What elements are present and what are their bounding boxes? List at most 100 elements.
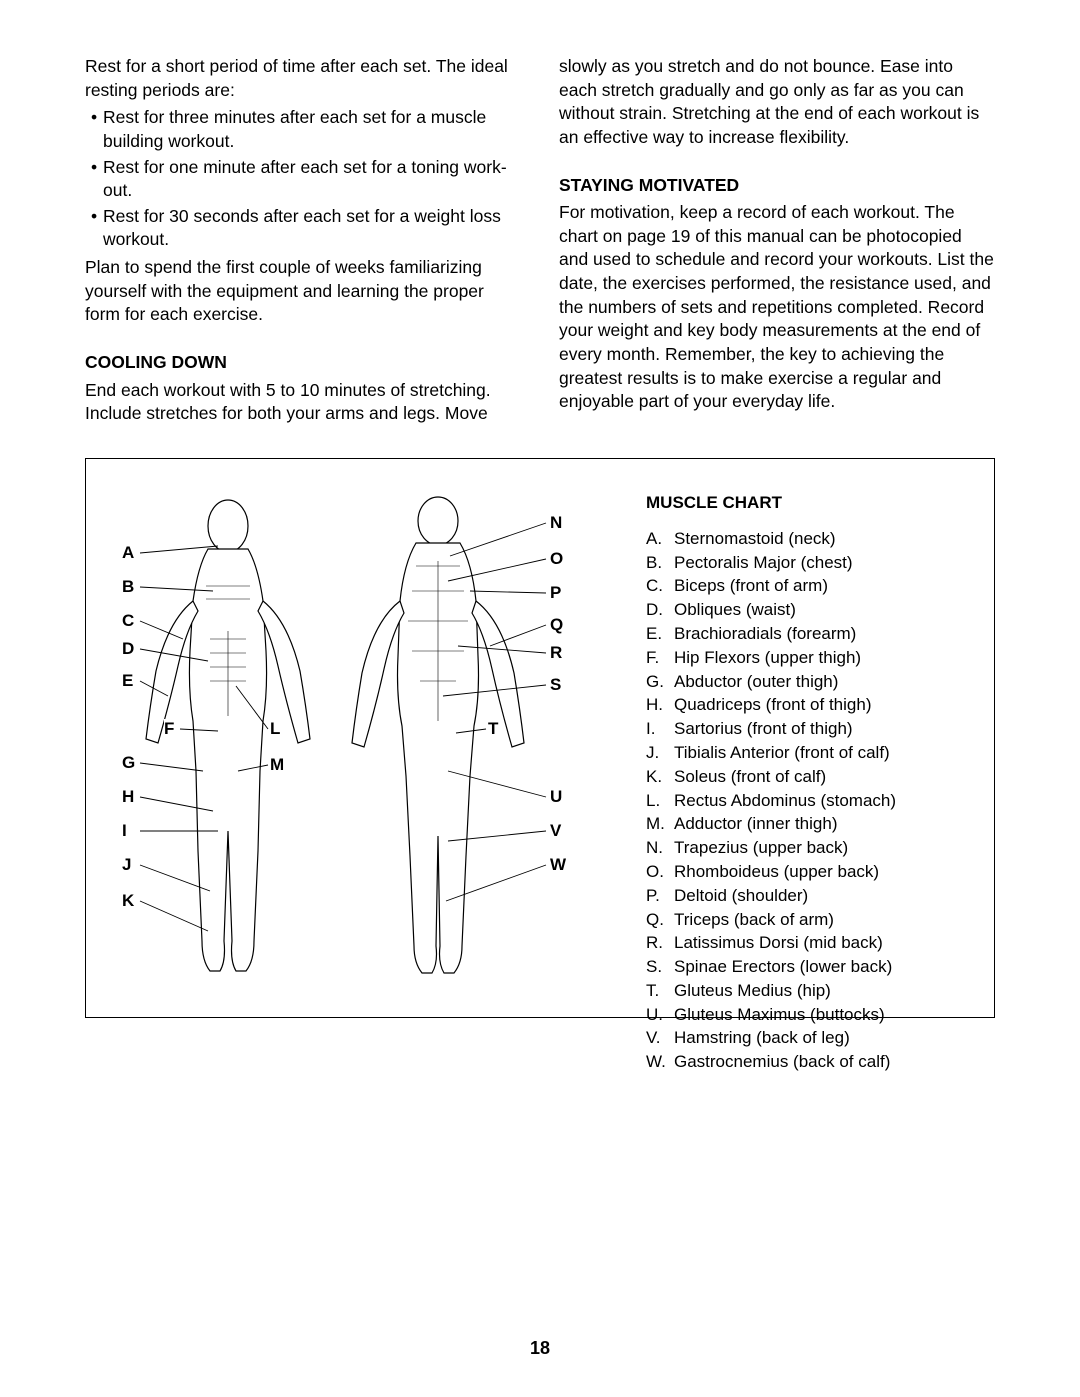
legend-name: Rectus Abdominus (stomach) [674,789,896,813]
legend-letter: M. [646,812,674,836]
legend-letter: K. [646,765,674,789]
muscle-legend-item: G.Abductor (outer thigh) [646,670,976,694]
legend-name: Gastrocnemius (back of calf) [674,1050,890,1074]
left-column: Rest for a short period of time after ea… [85,55,521,430]
muscle-chart-box: ABCDEFGHIJKLMNOPQRSTUVW MUSCLE CHART A.S… [85,458,995,1018]
muscle-legend-item: J.Tibialis Anterior (front of calf) [646,741,976,765]
rest-bullets: Rest for three minutes after each set fo… [85,106,521,252]
muscle-legend-item: F.Hip Flexors (upper thigh) [646,646,976,670]
rest-bullet: Rest for one minute after each set for a… [85,156,521,203]
legend-letter: D. [646,598,674,622]
legend-name: Pectoralis Major (chest) [674,551,853,575]
legend-letter: N. [646,836,674,860]
figure-letter-t: T [488,719,498,739]
muscle-legend-item: S.Spinae Erectors (lower back) [646,955,976,979]
page-number: 18 [0,1338,1080,1359]
rest-intro: Rest for a short period of time after ea… [85,55,521,102]
figure-letter-q: Q [550,615,563,635]
muscle-legend-item: Q.Triceps (back of arm) [646,908,976,932]
legend-letter: W. [646,1050,674,1074]
legend-letter: A. [646,527,674,551]
legend-name: Spinae Erectors (lower back) [674,955,892,979]
legend-name: Biceps (front of arm) [674,574,828,598]
muscle-legend-item: I.Sartorius (front of thigh) [646,717,976,741]
legend-name: Latissimus Dorsi (mid back) [674,931,883,955]
muscle-legend-item: A.Sternomastoid (neck) [646,527,976,551]
legend-name: Rhomboideus (upper back) [674,860,879,884]
legend-name: Sartorius (front of thigh) [674,717,853,741]
figure-letter-l: L [270,719,280,739]
figure-letter-d: D [122,639,134,659]
muscle-legend-item: R.Latissimus Dorsi (mid back) [646,931,976,955]
muscle-legend: MUSCLE CHART A.Sternomastoid (neck)B.Pec… [638,471,976,1005]
legend-letter: R. [646,931,674,955]
legend-name: Obliques (waist) [674,598,796,622]
muscle-figure-area: ABCDEFGHIJKLMNOPQRSTUVW [98,471,638,1005]
figure-letter-u: U [550,787,562,807]
rest-bullet: Rest for three minutes after each set fo… [85,106,521,153]
muscle-legend-item: U.Gluteus Maximus (buttocks) [646,1003,976,1027]
legend-name: Hip Flexors (upper thigh) [674,646,861,670]
legend-name: Gluteus Medius (hip) [674,979,831,1003]
legend-letter: B. [646,551,674,575]
figure-letter-n: N [550,513,562,533]
legend-name: Abductor (outer thigh) [674,670,838,694]
legend-letter: S. [646,955,674,979]
muscle-legend-item: H.Quadriceps (front of thigh) [646,693,976,717]
cooling-down-heading: COOLING DOWN [85,351,521,375]
figure-letter-s: S [550,675,561,695]
legend-letter: I. [646,717,674,741]
legend-letter: C. [646,574,674,598]
legend-name: Trapezius (upper back) [674,836,848,860]
legend-letter: T. [646,979,674,1003]
muscle-chart-title: MUSCLE CHART [646,493,976,513]
muscle-legend-list: A.Sternomastoid (neck)B.Pectoralis Major… [646,527,976,1074]
legend-name: Quadriceps (front of thigh) [674,693,871,717]
stretch-continued: slowly as you stretch and do not bounce.… [559,55,995,150]
legend-name: Tibialis Anterior (front of calf) [674,741,890,765]
legend-name: Adductor (inner thigh) [674,812,837,836]
rest-bullet: Rest for 30 seconds after each set for a… [85,205,521,252]
figure-letter-m: M [270,755,284,775]
legend-letter: O. [646,860,674,884]
legend-name: Sternomastoid (neck) [674,527,836,551]
legend-name: Gluteus Maximus (buttocks) [674,1003,885,1027]
legend-letter: F. [646,646,674,670]
right-column: slowly as you stretch and do not bounce.… [559,55,995,430]
figure-letter-p: P [550,583,561,603]
legend-letter: U. [646,1003,674,1027]
muscle-legend-item: W.Gastrocnemius (back of calf) [646,1050,976,1074]
figure-letter-w: W [550,855,566,875]
legend-name: Triceps (back of arm) [674,908,834,932]
legend-letter: E. [646,622,674,646]
figure-letter-v: V [550,821,561,841]
after-bullets: Plan to spend the first couple of weeks … [85,256,521,327]
legend-letter: J. [646,741,674,765]
staying-motivated-heading: STAYING MOTIVATED [559,174,995,198]
cooling-down-body: End each workout with 5 to 10 minutes of… [85,379,521,426]
muscle-legend-item: B.Pectoralis Major (chest) [646,551,976,575]
figure-letter-r: R [550,643,562,663]
legend-name: Brachioradials (forearm) [674,622,856,646]
legend-letter: G. [646,670,674,694]
legend-letter: Q. [646,908,674,932]
muscle-legend-item: D.Obliques (waist) [646,598,976,622]
figure-letter-a: A [122,543,134,563]
muscle-legend-item: N.Trapezius (upper back) [646,836,976,860]
muscle-legend-item: K.Soleus (front of calf) [646,765,976,789]
muscle-legend-item: C.Biceps (front of arm) [646,574,976,598]
legend-letter: P. [646,884,674,908]
figure-letter-o: O [550,549,563,569]
figure-letter-j: J [122,855,131,875]
figure-letter-b: B [122,577,134,597]
figure-letter-g: G [122,753,135,773]
legend-letter: V. [646,1026,674,1050]
legend-name: Hamstring (back of leg) [674,1026,850,1050]
figure-letter-e: E [122,671,133,691]
text-columns: Rest for a short period of time after ea… [85,55,995,430]
muscle-legend-item: L.Rectus Abdominus (stomach) [646,789,976,813]
legend-letter: L. [646,789,674,813]
figure-letter-h: H [122,787,134,807]
staying-motivated-body: For motivation, keep a record of each wo… [559,201,995,414]
legend-letter: H. [646,693,674,717]
